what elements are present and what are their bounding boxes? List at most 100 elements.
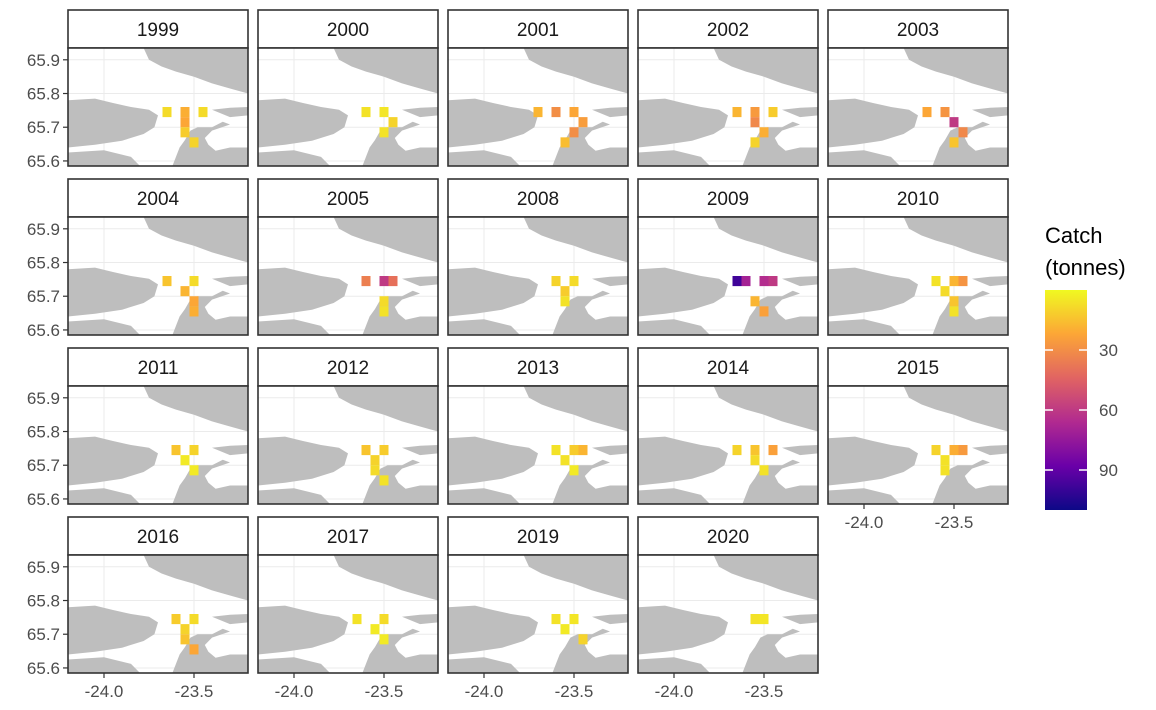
land-polygon [68,150,140,166]
facet-strip-label: 2010 [897,189,939,210]
land-polygon [172,628,248,673]
land-polygon [68,217,248,263]
catch-cell [768,445,778,456]
catch-cell [750,296,760,307]
land-polygon [212,614,248,625]
land-polygon [552,628,628,673]
catch-cell [370,465,380,476]
land-polygon [782,614,818,625]
facet-panel-2011: 2011 [67,347,249,505]
catch-cell [180,624,190,635]
facet-panel-2014: 2014 [637,347,819,505]
land-polygon [212,445,248,456]
land-polygon [638,217,818,263]
y-tick-label: 65.6 [27,659,60,678]
catch-cell [551,276,561,287]
land-polygon [68,555,248,601]
land-polygon [68,657,140,673]
land-polygon [448,267,538,317]
catch-cell [732,107,742,118]
catch-cell [578,117,588,128]
land-polygon [638,386,818,432]
land-polygon [828,386,1008,432]
facet-strip [257,178,439,218]
y-tick-label: 65.6 [27,490,60,509]
facet-strip-label: 2015 [897,358,939,379]
facet-strip [447,178,629,218]
land-polygon [68,386,248,432]
land-polygon [592,107,628,118]
facet-panels: 1999 2000 2001 2002 2003 2004 2005 2008 2009 2010… [67,9,1009,674]
axis-labels: 65.6 65.7 65.8 65.9 65.6 65.7 65.8 65.9 65.6 65.7… [27,51,973,701]
y-tick-label: 65.7 [27,625,60,644]
catch-cell [551,614,561,625]
catch-cell [759,276,769,287]
land-polygon [68,488,140,504]
land-polygon [258,98,348,148]
land-polygon [782,276,818,287]
catch-cell [922,107,932,118]
catch-cell [379,276,389,287]
catch-cell [379,296,389,307]
panel-border [637,554,819,674]
facet-strip [447,347,629,387]
x-tick-label: -23.5 [745,682,784,701]
y-tick-label: 65.9 [27,558,60,577]
catch-cell [569,445,579,456]
catch-cell [931,276,941,287]
land-polygon [828,436,918,486]
panel-border [447,47,629,167]
facet-strip-label: 2001 [517,20,559,41]
land-polygon [448,657,520,673]
catch-cell [732,276,742,287]
panel-border [67,47,249,167]
panel-border [67,385,249,505]
facet-strip-label: 2009 [707,189,749,210]
catch-cell [180,455,190,466]
catch-cell [569,614,579,625]
catch-cell [189,445,199,456]
land-polygon [68,267,158,317]
catch-cell [732,445,742,456]
facet-panel-2016: 2016 [67,516,249,674]
land-polygon [258,488,330,504]
land-polygon [828,150,900,166]
facet-strip-label: 2019 [517,527,559,548]
land-polygon [448,217,628,263]
catch-cell [759,614,769,625]
catch-cell [949,137,959,148]
land-polygon [448,319,520,335]
land-polygon [448,98,538,148]
land-polygon [932,459,1008,504]
panel-border [827,216,1009,336]
panel-border [67,554,249,674]
x-tick-label: -24.0 [845,513,884,532]
land-polygon [552,290,628,335]
facet-strip-label: 2012 [327,358,369,379]
panel-border [637,47,819,167]
catch-cell [560,455,570,466]
y-tick-label: 65.8 [27,592,60,611]
catch-cell [189,614,199,625]
facet-panel-2015: 2015 [827,347,1009,505]
catch-cell [949,276,959,287]
facet-strip [637,9,819,49]
facet-strip-label: 2005 [327,189,369,210]
land-polygon [68,436,158,486]
catch-cell [189,465,199,476]
x-tick-label: -24.0 [655,682,694,701]
facet-strip [637,516,819,556]
land-polygon [68,98,158,148]
panel-border [257,216,439,336]
facet-panel-2004: 2004 [67,178,249,336]
catch-cell [551,107,561,118]
land-polygon [828,48,1008,94]
facet-panel-2009: 2009 [637,178,819,336]
facet-strip-label: 2003 [897,20,939,41]
land-polygon [448,488,520,504]
catch-cell [958,127,968,138]
facet-strip-label: 2020 [707,527,749,548]
land-polygon [782,445,818,456]
land-polygon [972,107,1008,118]
